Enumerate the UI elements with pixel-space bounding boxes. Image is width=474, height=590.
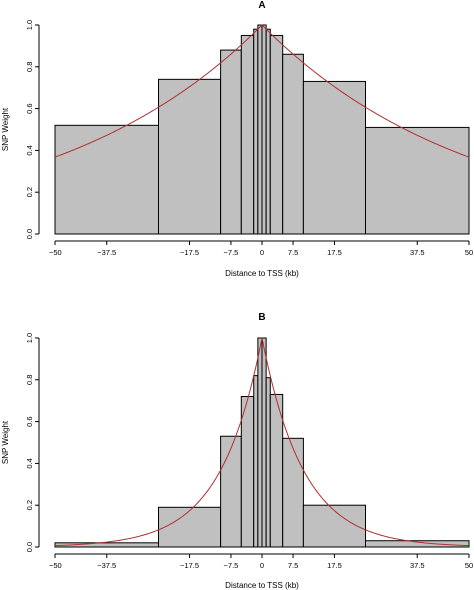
y-tick-label-3: 0.6 — [25, 416, 34, 426]
y-tick-label-3: 0.6 — [25, 103, 34, 113]
x-tick-label-1: −37.5 — [97, 561, 116, 570]
x-tick-label-0: −50 — [49, 248, 62, 257]
bar-3 — [240, 396, 255, 548]
y-tick-label-5: 1.0 — [25, 333, 34, 343]
y-tick-label-2: 0.4 — [25, 458, 34, 468]
bar-9 — [282, 437, 304, 548]
x-tick-label-2: −17.5 — [180, 561, 199, 570]
x-tick-label-5: 7.5 — [288, 561, 298, 570]
bar-11 — [365, 126, 470, 235]
x-tick-label-0: −50 — [49, 561, 62, 570]
x-tick-label-8: 50 — [465, 248, 473, 257]
x-axis-label: Distance to TSS (kb) — [225, 581, 299, 590]
y-tick-label-1: 0.2 — [25, 500, 34, 510]
bar-1 — [158, 506, 222, 548]
bar-11 — [365, 540, 470, 548]
y-axis-label: SNP Weight — [1, 420, 10, 464]
weight-curve — [54, 24, 470, 158]
y-tick-label-4: 0.8 — [25, 62, 34, 72]
y-tick-label-2: 0.4 — [25, 145, 34, 155]
x-tick-label-3: −7.5 — [224, 561, 239, 570]
x-tick-label-2: −17.5 — [180, 248, 199, 257]
y-tick-label-0: 0.0 — [25, 229, 34, 239]
x-tick-label-8: 50 — [465, 561, 473, 570]
x-axis-label: Distance to TSS (kb) — [225, 269, 299, 278]
bar-9 — [282, 53, 304, 235]
x-tick-label-5: 7.5 — [288, 248, 298, 257]
bar-0 — [54, 124, 159, 235]
weight-curve — [54, 337, 470, 547]
x-tick-label-7: 37.5 — [410, 561, 425, 570]
y-tick-label-5: 1.0 — [25, 20, 34, 30]
y-tick-label-1: 0.2 — [25, 187, 34, 197]
panel-b: −50 −37.5 −17.5 −7.5 0 7.5 17.5 37.5 50 0.0 0.2 0.4… — [1, 312, 473, 590]
chart-title: A — [258, 0, 265, 11]
bar-7 — [265, 377, 271, 548]
bar-5 — [257, 337, 263, 548]
panel-a: −50 −37.5 −17.5 −7.5 0 7.5 17.5 37.5 50 0.0 0.2 0.4… — [1, 0, 473, 278]
x-tick-label-6: 17.5 — [327, 248, 342, 257]
bar-1 — [158, 78, 222, 235]
x-tick-label-4: 0 — [260, 248, 264, 257]
bar-2 — [220, 435, 242, 548]
bar-4 — [253, 28, 259, 235]
bar-3 — [240, 34, 255, 235]
bar-10 — [302, 504, 366, 548]
y-axis-label: SNP Weight — [1, 107, 10, 151]
bar-6 — [261, 337, 267, 548]
bar-10 — [302, 80, 366, 235]
bar-8 — [269, 393, 284, 548]
bar-7 — [265, 28, 271, 235]
y-tick-label-0: 0.0 — [25, 542, 34, 552]
bar-8 — [269, 34, 284, 235]
x-tick-label-1: −37.5 — [97, 248, 116, 257]
bar-2 — [220, 49, 242, 235]
y-tick-label-4: 0.8 — [25, 375, 34, 385]
bar-5 — [257, 24, 263, 235]
x-tick-label-7: 37.5 — [410, 248, 425, 257]
chart-title: B — [258, 312, 265, 323]
x-tick-label-6: 17.5 — [327, 561, 342, 570]
bar-6 — [261, 24, 267, 235]
x-tick-label-3: −7.5 — [224, 248, 239, 257]
x-tick-label-4: 0 — [260, 561, 264, 570]
bar-4 — [253, 375, 259, 548]
